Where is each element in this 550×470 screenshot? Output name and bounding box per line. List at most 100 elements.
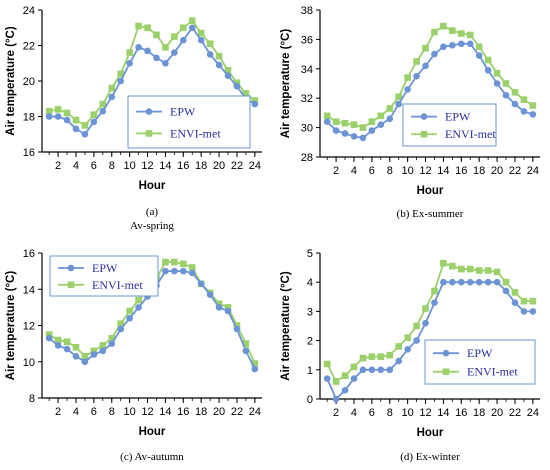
legend-marker [442,349,450,357]
data-point-epw [484,66,492,74]
data-point-envi-met [475,267,483,274]
x-tick-label: 22 [231,160,243,172]
legend-label: ENVI-met [170,126,221,140]
data-point-epw [332,127,340,134]
data-point-epw [368,127,376,134]
y-tick-label: 12 [23,321,35,333]
legend-marker [442,368,450,375]
data-point-epw [458,278,465,286]
data-point-epw [466,40,474,48]
x-tick-label: 2 [333,407,339,419]
x-tick-label: 8 [387,165,393,177]
y-tick-label: 38 [301,5,313,17]
data-point-envi-met [368,353,376,360]
y-tick-label: 30 [301,123,313,135]
x-tick-label: 12 [141,406,153,418]
data-point-envi-met [413,322,420,330]
panel-caption: (b) Ex-summer [397,208,464,220]
data-point-epw [144,47,151,55]
data-point-epw [45,334,53,342]
data-point-epw [180,36,187,44]
data-point-envi-met [45,107,53,115]
data-point-envi-met [197,29,205,37]
data-point-envi-met [63,338,71,346]
data-point-envi-met [493,268,501,276]
x-tick-label: 20 [491,407,503,419]
data-point-epw [431,299,438,306]
data-point-envi-met [475,43,483,51]
legend: EPW ENVI-met [424,339,536,385]
data-point-envi-met [144,24,151,32]
data-point-envi-met [458,265,465,273]
panel-caption: (a) [146,206,159,218]
data-point-envi-met [529,297,537,305]
data-point-epw [395,100,402,108]
data-point-epw [440,43,447,51]
data-point-envi-met [81,353,89,360]
data-point-epw [135,304,142,311]
data-point-envi-met [251,360,259,367]
data-point-epw [323,118,331,126]
data-point-epw [359,366,367,374]
x-axis-label: Hour [139,426,166,438]
data-point-envi-met [359,354,367,362]
data-point-epw [206,291,214,298]
y-tick-label: 16 [23,248,35,260]
x-tick-label: 18 [195,406,207,418]
data-point-envi-met [99,342,107,349]
panel-caption: (c) Av-autumn [120,451,184,463]
data-point-envi-met [323,360,331,368]
data-point-epw [332,395,340,403]
data-point-epw [511,100,519,108]
data-point-envi-met [377,353,385,360]
x-tick-label: 22 [509,407,521,419]
x-tick-label: 18 [473,407,485,419]
data-point-epw [341,130,349,137]
data-point-envi-met [63,109,71,117]
x-tick-label: 24 [527,165,539,177]
data-point-epw [197,280,205,288]
data-point-epw [502,287,510,295]
data-point-envi-met [54,336,62,344]
legend-box [424,339,536,385]
x-tick-label: 6 [369,407,375,419]
data-point-envi-met [162,43,169,51]
data-point-epw [341,386,349,394]
legend-label: EPW [92,261,118,275]
data-point-envi-met [54,106,62,113]
data-point-envi-met [215,300,223,308]
data-point-envi-met [188,17,196,24]
data-point-envi-met [117,320,124,327]
data-point-epw [153,54,160,62]
data-point-envi-met [188,264,196,271]
y-tick-label: 4 [307,277,313,289]
x-tick-label: 16 [455,407,467,419]
data-point-epw [511,299,519,306]
data-point-epw [323,375,331,382]
data-point-epw [135,43,142,51]
data-point-envi-met [171,33,178,40]
data-point-envi-met [458,30,465,37]
data-point-epw [233,83,241,90]
x-tick-label: 18 [195,160,207,172]
data-point-epw [529,111,537,118]
data-point-envi-met [511,289,519,296]
data-point-epw [431,50,438,58]
data-point-epw [449,278,456,286]
data-point-envi-met [502,278,510,286]
x-tick-label: 16 [177,406,189,418]
data-point-envi-met [422,44,429,52]
data-point-epw [493,278,501,286]
data-point-envi-met [529,102,537,109]
x-tick-label: 4 [73,160,79,172]
data-point-epw [386,366,394,374]
data-point-epw [449,41,456,49]
x-tick-label: 2 [55,406,61,418]
data-point-envi-met [431,287,438,295]
data-point-envi-met [224,304,232,311]
data-point-envi-met [511,89,519,96]
legend-marker [145,130,153,137]
x-tick-label: 14 [159,160,171,172]
